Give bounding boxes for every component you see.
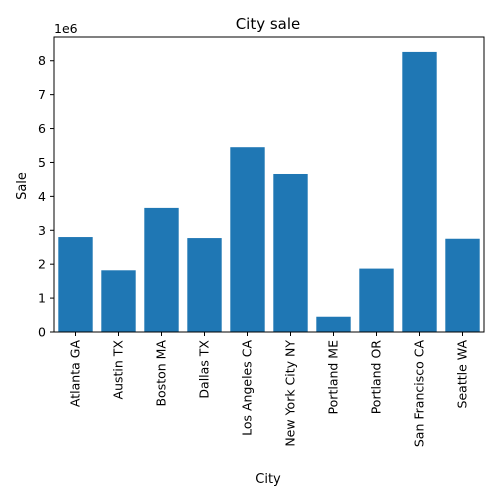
bar-seattle-wa bbox=[445, 239, 479, 332]
x-tick-label: Atlanta GA bbox=[68, 340, 83, 408]
bars-group bbox=[58, 52, 479, 332]
y-tick-label: 4 bbox=[38, 189, 46, 204]
bar-boston-ma bbox=[144, 208, 178, 332]
y-tick-label: 6 bbox=[38, 121, 46, 136]
chart-title: City sale bbox=[236, 15, 301, 33]
x-tick-label: Los Angeles CA bbox=[240, 340, 255, 436]
y-tick-label: 0 bbox=[38, 325, 46, 340]
bar-los-angeles-ca bbox=[230, 147, 264, 332]
bar-dallas-tx bbox=[187, 238, 221, 332]
x-tick-label: Portland OR bbox=[369, 340, 384, 415]
y-axis-label: Sale bbox=[15, 172, 30, 200]
bar-austin-tx bbox=[101, 270, 135, 332]
x-axis: Atlanta GA Austin TX Boston MA Dallas TX Los… bbox=[68, 332, 470, 447]
bar-portland-me bbox=[316, 317, 350, 332]
x-tick-label: Seattle WA bbox=[455, 340, 470, 409]
y-tick-label: 7 bbox=[38, 87, 46, 102]
y-tick-label: 8 bbox=[38, 53, 46, 68]
bar-san-francisco-ca bbox=[402, 52, 436, 332]
y-tick-label: 5 bbox=[38, 155, 46, 170]
x-tick-label: New York City NY bbox=[283, 340, 298, 447]
y-axis: 0 1 2 3 4 5 6 7 8 bbox=[38, 53, 54, 339]
y-offset-label: 1e6 bbox=[54, 21, 78, 36]
bar-new-york-city-ny bbox=[273, 174, 307, 332]
x-tick-label: Portland ME bbox=[326, 340, 341, 415]
x-tick-label: Austin TX bbox=[111, 340, 126, 400]
x-axis-label: City bbox=[255, 472, 281, 487]
bar-portland-or bbox=[359, 269, 393, 332]
x-tick-label: Boston MA bbox=[154, 340, 169, 407]
y-tick-label: 1 bbox=[38, 291, 46, 306]
y-tick-label: 2 bbox=[38, 257, 46, 272]
x-tick-label: San Francisco CA bbox=[412, 340, 427, 448]
bar-atlanta-ga bbox=[58, 237, 92, 332]
x-tick-label: Dallas TX bbox=[197, 340, 212, 399]
y-tick-label: 3 bbox=[38, 223, 46, 238]
